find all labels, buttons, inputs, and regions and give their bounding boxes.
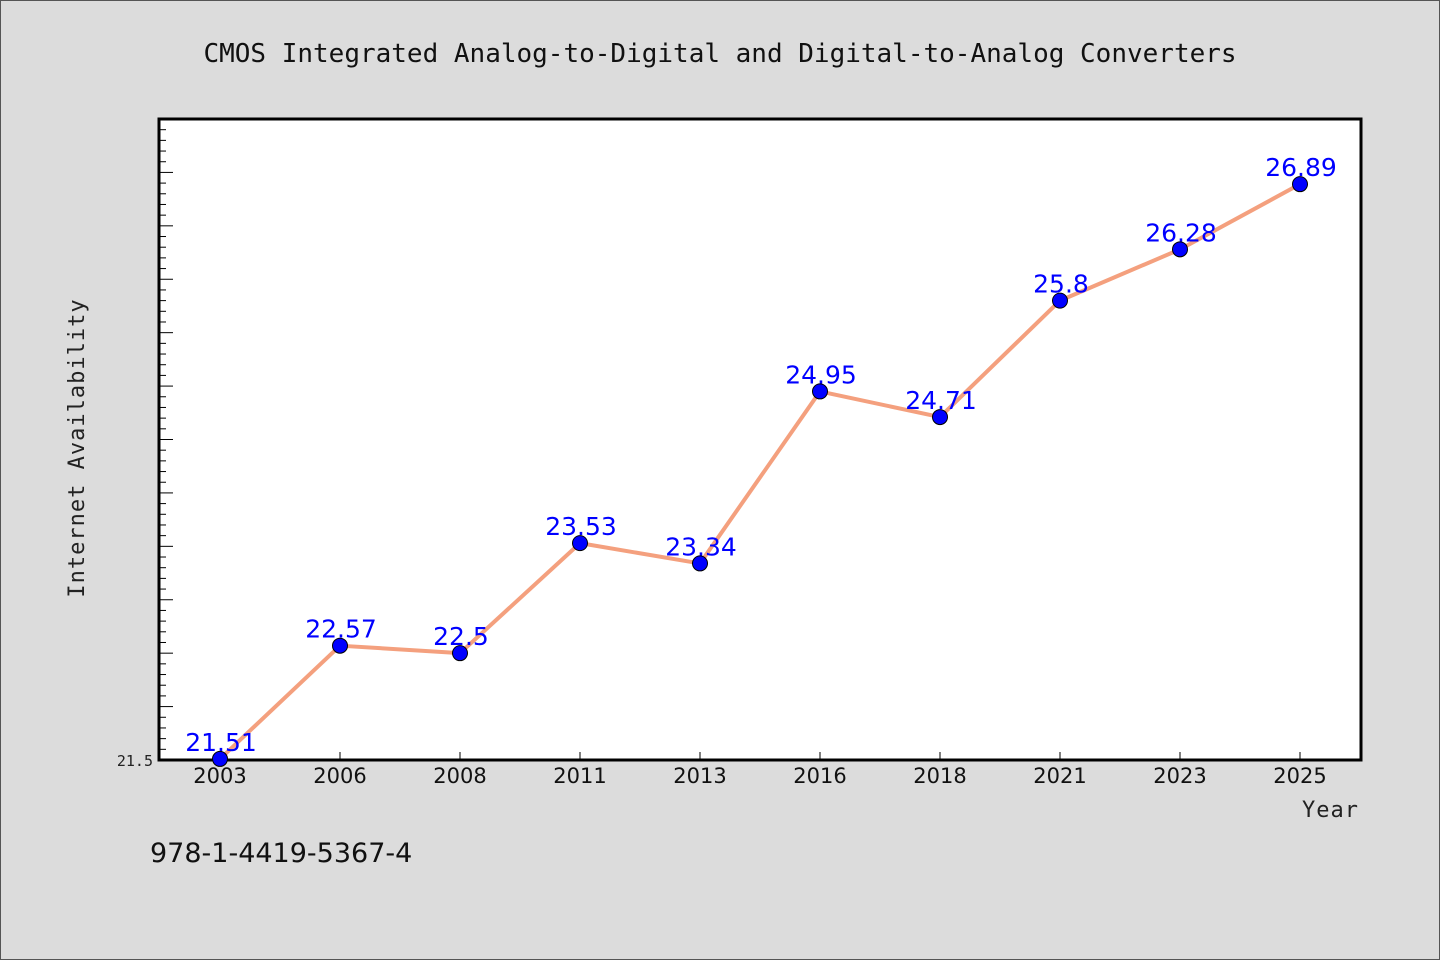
y-tick-label-min: 21.5 bbox=[117, 752, 153, 770]
data-point-2025 bbox=[1292, 176, 1308, 193]
x-axis-label: Year bbox=[1302, 798, 1359, 823]
data-label-2023: 26.28 bbox=[1145, 218, 1217, 247]
y-axis-label: Internet Availability bbox=[65, 298, 90, 597]
data-point-2006 bbox=[332, 637, 348, 654]
plot-area bbox=[157, 117, 1363, 762]
data-label-2016: 24.95 bbox=[785, 360, 857, 389]
x-tick-label-2023: 2023 bbox=[1153, 764, 1206, 788]
data-labels: 21.51 22.57 22.5 23.53 23.34 24.95 24.71 25.8 26… bbox=[185, 153, 1337, 757]
x-tick-label-2025: 2025 bbox=[1273, 764, 1326, 788]
x-tick-labels: 2003 2006 2008 2011 2013 2016 2018 2021 2023 2025 bbox=[193, 764, 1326, 788]
data-point-2008 bbox=[452, 645, 468, 662]
data-label-2025: 26.89 bbox=[1265, 153, 1337, 182]
y-axis-ticks bbox=[159, 118, 173, 761]
data-point-2011 bbox=[572, 535, 588, 552]
x-tick-label-2011: 2011 bbox=[553, 764, 606, 788]
data-label-2003: 21.51 bbox=[185, 728, 257, 757]
data-label-2008: 22.5 bbox=[433, 622, 489, 651]
series-line bbox=[218, 182, 1301, 761]
x-tick-label-2021: 2021 bbox=[1033, 764, 1086, 788]
x-tick-label-2013: 2013 bbox=[673, 764, 726, 788]
x-tick-label-2006: 2006 bbox=[313, 764, 366, 788]
data-point-2016 bbox=[812, 383, 828, 400]
x-tick-label-2003: 2003 bbox=[193, 764, 246, 788]
data-point-2023 bbox=[1172, 241, 1188, 258]
data-label-2013: 23.34 bbox=[665, 532, 737, 561]
data-point-2013 bbox=[692, 555, 708, 572]
data-label-2018: 24.71 bbox=[905, 386, 977, 415]
chart-title: CMOS Integrated Analog-to-Digital and Di… bbox=[203, 39, 1236, 69]
footer-isbn: 978-1-4419-5367-4 bbox=[150, 838, 412, 869]
data-point-2003 bbox=[212, 750, 228, 767]
data-label-2011: 23.53 bbox=[545, 512, 617, 541]
x-tick-label-2008: 2008 bbox=[433, 764, 486, 788]
x-tick-label-2016: 2016 bbox=[793, 764, 846, 788]
series-markers bbox=[212, 176, 1308, 767]
data-point-2018 bbox=[932, 409, 948, 426]
data-point-2021 bbox=[1052, 292, 1068, 309]
data-label-2021: 25.8 bbox=[1033, 270, 1089, 299]
data-label-2006: 22.57 bbox=[305, 615, 377, 644]
x-tick-label-2018: 2018 bbox=[913, 764, 966, 788]
